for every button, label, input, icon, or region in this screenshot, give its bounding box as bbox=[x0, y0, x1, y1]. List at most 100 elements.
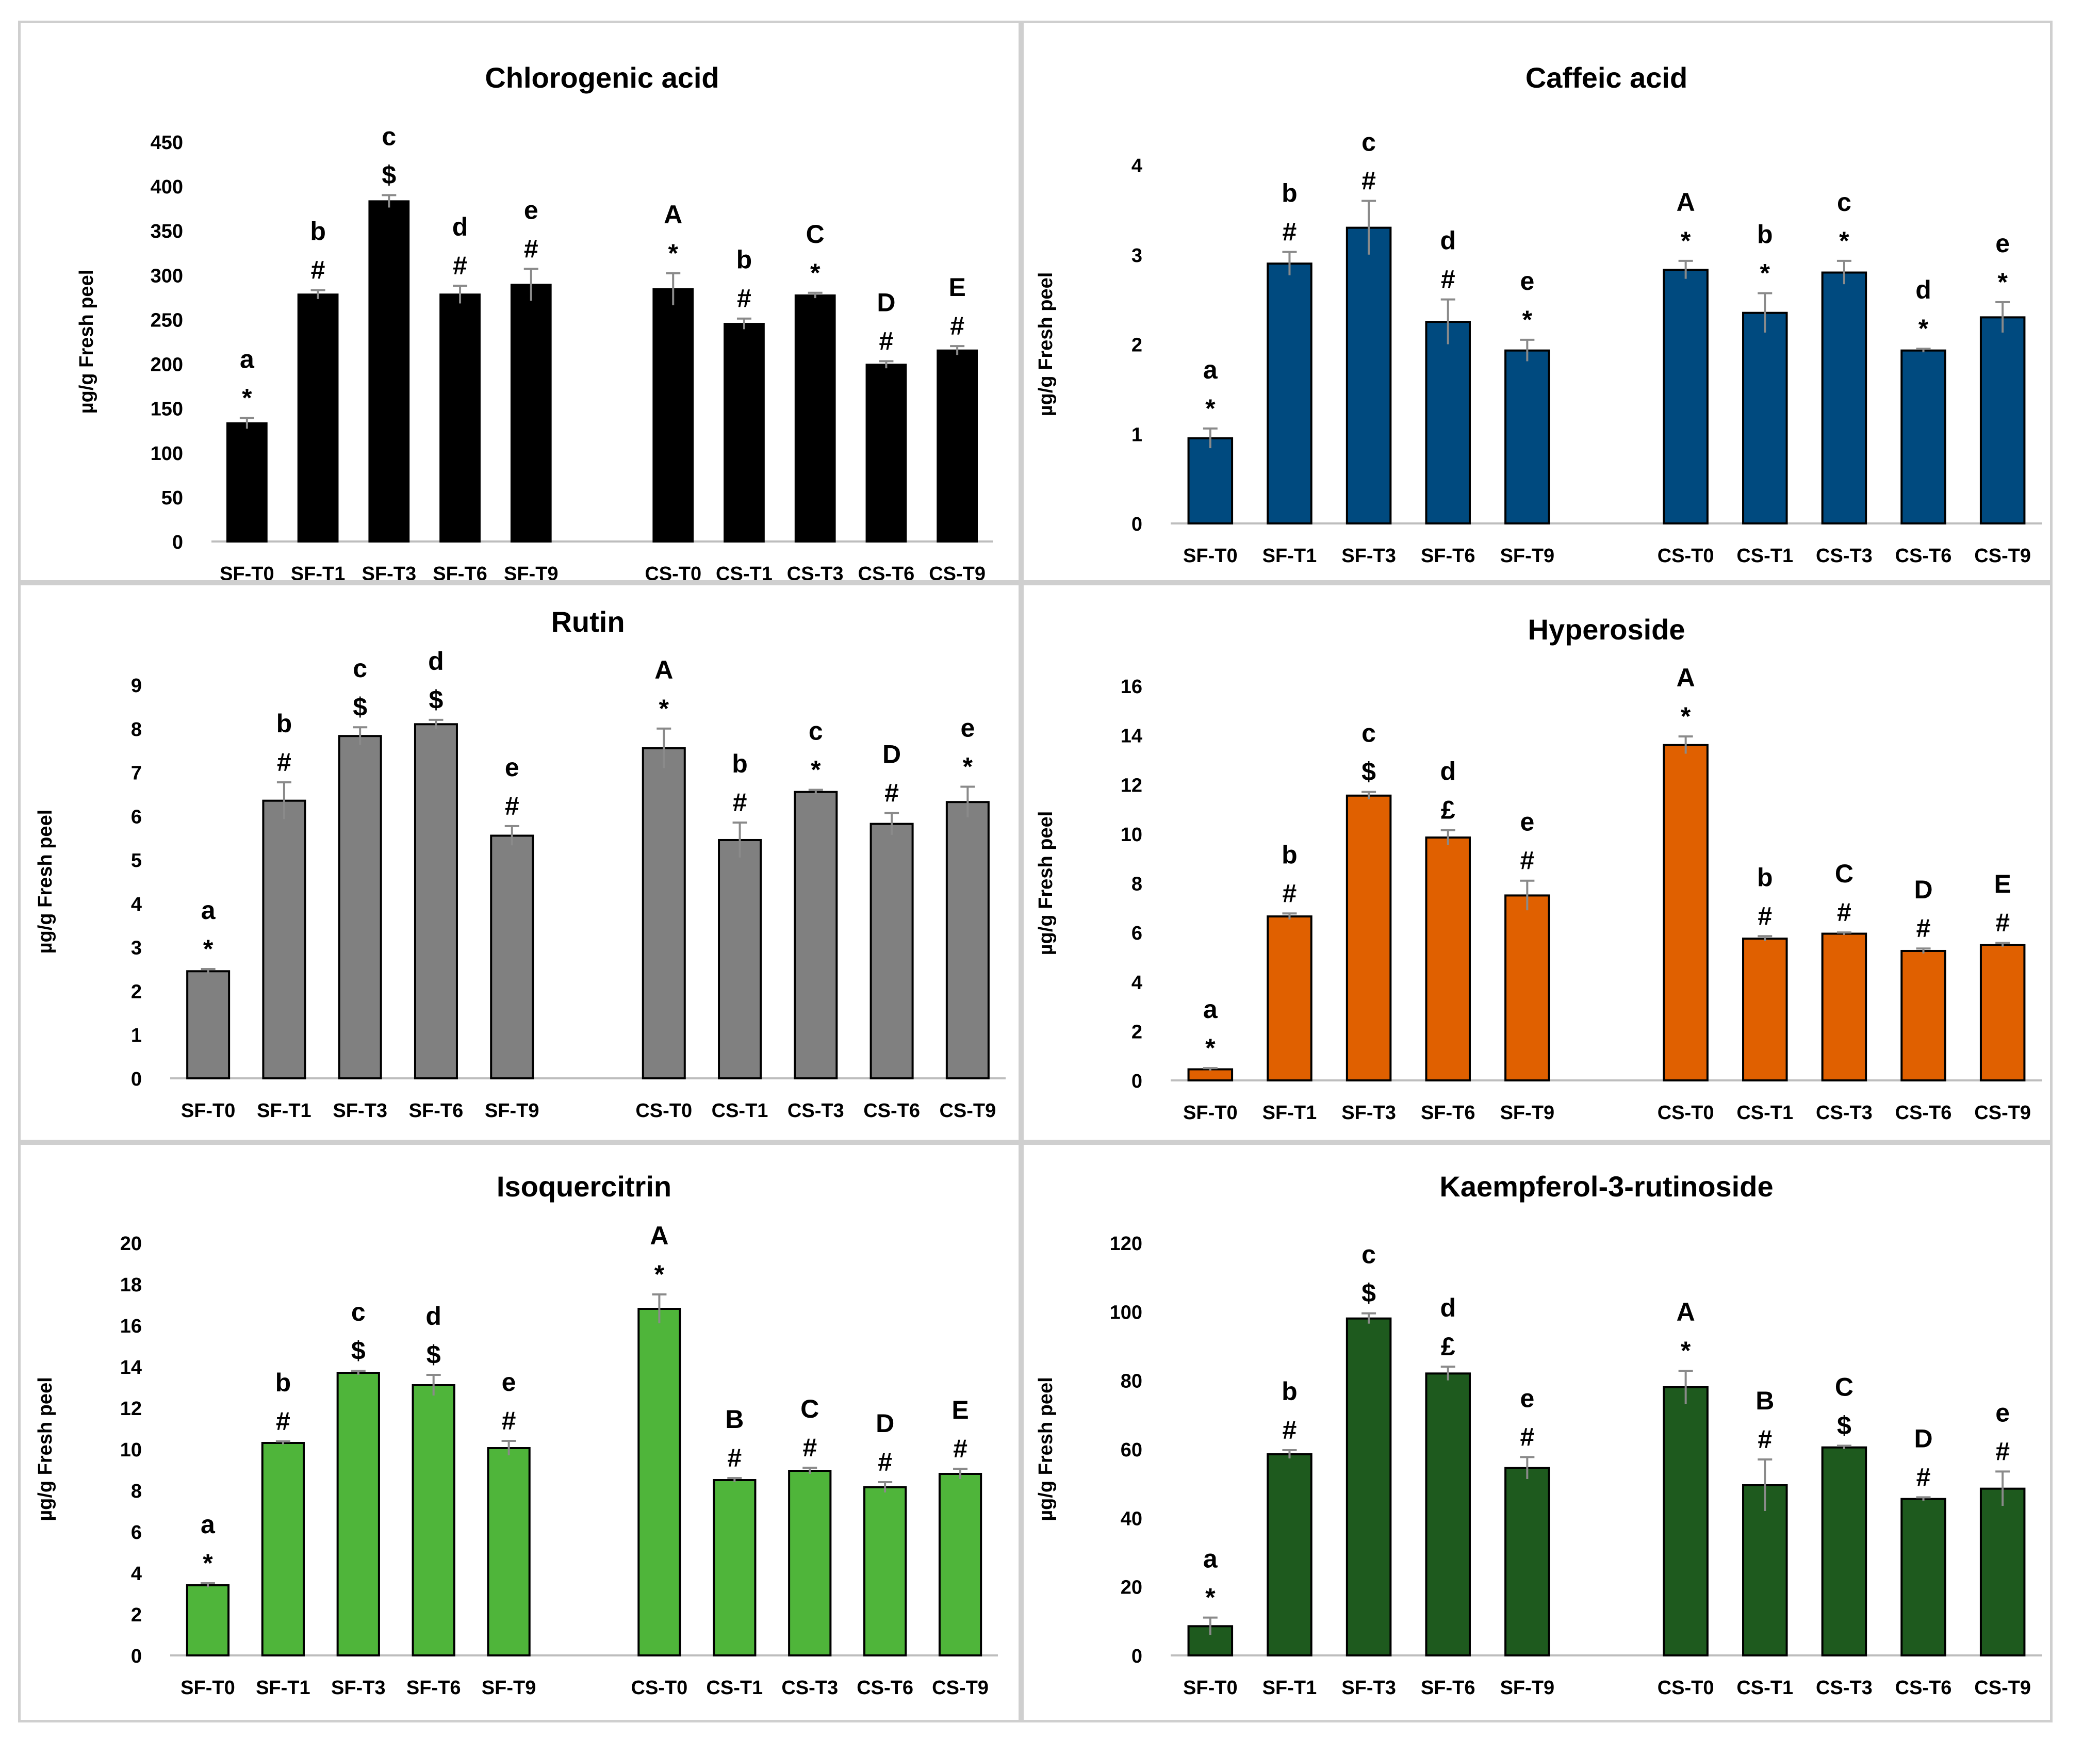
x-tick-label: SF-T1 bbox=[291, 563, 346, 580]
significance-letter: c bbox=[1361, 128, 1376, 157]
bar bbox=[439, 293, 481, 543]
significance-symbol: * bbox=[1997, 268, 2008, 297]
significance-symbol: # bbox=[1520, 846, 1534, 875]
x-tick-label: CS-T9 bbox=[929, 563, 986, 580]
significance-symbol: # bbox=[276, 1407, 290, 1436]
x-tick-label: CS-T3 bbox=[1816, 1677, 1873, 1699]
significance-letter: b bbox=[1282, 840, 1298, 869]
significance-letter: b bbox=[275, 1368, 291, 1397]
bar bbox=[1346, 1317, 1392, 1656]
y-tick-label: 150 bbox=[151, 399, 183, 420]
chart-title: Kaempferol-3-rutinoside bbox=[1439, 1170, 1773, 1203]
chart-panel: Rutin µg/g Fresh peel 0 1 2 3 4 5 6 7 8 9 * a SF-T0 # b S… bbox=[18, 583, 1021, 1142]
y-tick-label: 0 bbox=[1131, 1646, 1142, 1667]
y-tick-label: 0 bbox=[1131, 1071, 1142, 1092]
chart-svg: Chlorogenic acid µg/g Fresh peel 0 50 100 150… bbox=[76, 61, 993, 585]
y-tick-label: 6 bbox=[131, 806, 142, 828]
bar bbox=[718, 839, 762, 1079]
x-tick-label: CS-T1 bbox=[1736, 545, 1793, 567]
x-tick-label: SF-T3 bbox=[333, 1100, 387, 1122]
x-tick-label: SF-T6 bbox=[406, 1677, 461, 1699]
significance-letter: A bbox=[1677, 188, 1695, 217]
x-tick-label: CS-T1 bbox=[1736, 1677, 1793, 1699]
significance-symbol: * bbox=[1918, 314, 1929, 343]
y-tick-label: 2 bbox=[1131, 335, 1142, 356]
significance-letter: D bbox=[1914, 875, 1932, 904]
significance-symbol: * bbox=[1839, 226, 1849, 255]
x-tick-label: CS-T3 bbox=[788, 1100, 844, 1122]
bar bbox=[865, 364, 907, 543]
significance-symbol: # bbox=[1283, 218, 1297, 247]
chart-panel: Isoquercitrin µg/g Fresh peel 0 2 4 6 8 10 12 14 1… bbox=[18, 1142, 1021, 1722]
y-tick-label: 6 bbox=[1131, 923, 1142, 944]
significance-symbol: # bbox=[1995, 908, 2010, 937]
x-tick-label: CS-T0 bbox=[1658, 545, 1714, 567]
significance-symbol: $ bbox=[1361, 758, 1376, 786]
chart-panel: Kaempferol-3-rutinoside µg/g Fresh peel 0 2… bbox=[1021, 1142, 2053, 1722]
y-tick-label: 300 bbox=[151, 265, 183, 287]
bar bbox=[1346, 226, 1392, 524]
y-axis-label: µg/g Fresh peel bbox=[76, 270, 97, 414]
bar bbox=[1504, 349, 1550, 524]
significance-symbol: # bbox=[733, 788, 747, 817]
bar bbox=[642, 747, 686, 1079]
significance-letter: D bbox=[877, 288, 895, 317]
y-tick-label: 4 bbox=[131, 894, 142, 915]
bar bbox=[794, 791, 838, 1079]
x-tick-label: CS-T0 bbox=[635, 1100, 692, 1122]
x-tick-label: SF-T1 bbox=[1262, 545, 1317, 567]
x-tick-label: SF-T0 bbox=[181, 1100, 236, 1122]
x-tick-label: CS-T6 bbox=[858, 563, 915, 580]
significance-letter: d bbox=[1440, 757, 1456, 786]
y-tick-label: 400 bbox=[151, 176, 183, 198]
bar bbox=[1504, 1467, 1550, 1657]
significance-symbol: * bbox=[203, 934, 214, 963]
y-tick-label: 14 bbox=[120, 1357, 142, 1378]
x-tick-label: SF-T9 bbox=[1500, 1102, 1555, 1124]
significance-letter: b bbox=[310, 217, 326, 246]
significance-letter: a bbox=[1203, 995, 1218, 1024]
bar bbox=[338, 735, 382, 1079]
significance-letter: A bbox=[1677, 663, 1695, 692]
chart-title: Isoquercitrin bbox=[497, 1170, 671, 1203]
y-tick-label: 4 bbox=[1131, 155, 1142, 177]
y-tick-label: 3 bbox=[1131, 245, 1142, 267]
y-tick-label: 60 bbox=[1121, 1439, 1142, 1461]
chart-svg: Kaempferol-3-rutinoside µg/g Fresh peel 0 2… bbox=[1035, 1170, 2042, 1699]
y-tick-label: 18 bbox=[120, 1274, 142, 1296]
significance-letter: C bbox=[806, 220, 825, 249]
significance-letter: d bbox=[1440, 226, 1456, 255]
bar bbox=[1742, 311, 1788, 524]
chart-title: Rutin bbox=[551, 605, 625, 638]
x-tick-label: CS-T6 bbox=[1895, 1677, 1952, 1699]
significance-symbol: # bbox=[1283, 879, 1297, 908]
chart-svg: Isoquercitrin µg/g Fresh peel 0 2 4 6 8 10 12 14 1… bbox=[35, 1170, 998, 1699]
bar bbox=[1187, 1068, 1234, 1081]
x-tick-label: SF-T6 bbox=[1421, 1102, 1475, 1124]
x-tick-label: CS-T6 bbox=[863, 1100, 920, 1122]
bar bbox=[1900, 1498, 1946, 1657]
y-tick-label: 1 bbox=[131, 1025, 142, 1046]
significance-symbol: $ bbox=[353, 693, 367, 721]
y-axis-label: µg/g Fresh peel bbox=[1035, 1377, 1057, 1521]
y-tick-label: 0 bbox=[1131, 514, 1142, 535]
x-tick-label: CS-T9 bbox=[1974, 1102, 2031, 1124]
y-tick-label: 120 bbox=[1110, 1233, 1142, 1255]
significance-letter: B bbox=[1756, 1386, 1774, 1415]
x-tick-label: SF-T1 bbox=[1262, 1102, 1317, 1124]
y-tick-label: 12 bbox=[120, 1398, 142, 1420]
y-tick-label: 12 bbox=[1121, 775, 1142, 796]
x-tick-label: SF-T6 bbox=[433, 563, 487, 580]
bar bbox=[1742, 938, 1788, 1081]
y-tick-label: 16 bbox=[120, 1316, 142, 1337]
bar bbox=[412, 1384, 455, 1656]
significance-symbol: $ bbox=[382, 160, 396, 189]
y-tick-label: 10 bbox=[1121, 824, 1142, 846]
x-tick-label: CS-T1 bbox=[716, 563, 773, 580]
y-tick-label: 9 bbox=[131, 675, 142, 697]
bar bbox=[1267, 1453, 1312, 1656]
significance-letter: c bbox=[1837, 188, 1851, 217]
x-tick-label: SF-T0 bbox=[1183, 1102, 1238, 1124]
x-tick-label: CS-T0 bbox=[631, 1677, 688, 1699]
